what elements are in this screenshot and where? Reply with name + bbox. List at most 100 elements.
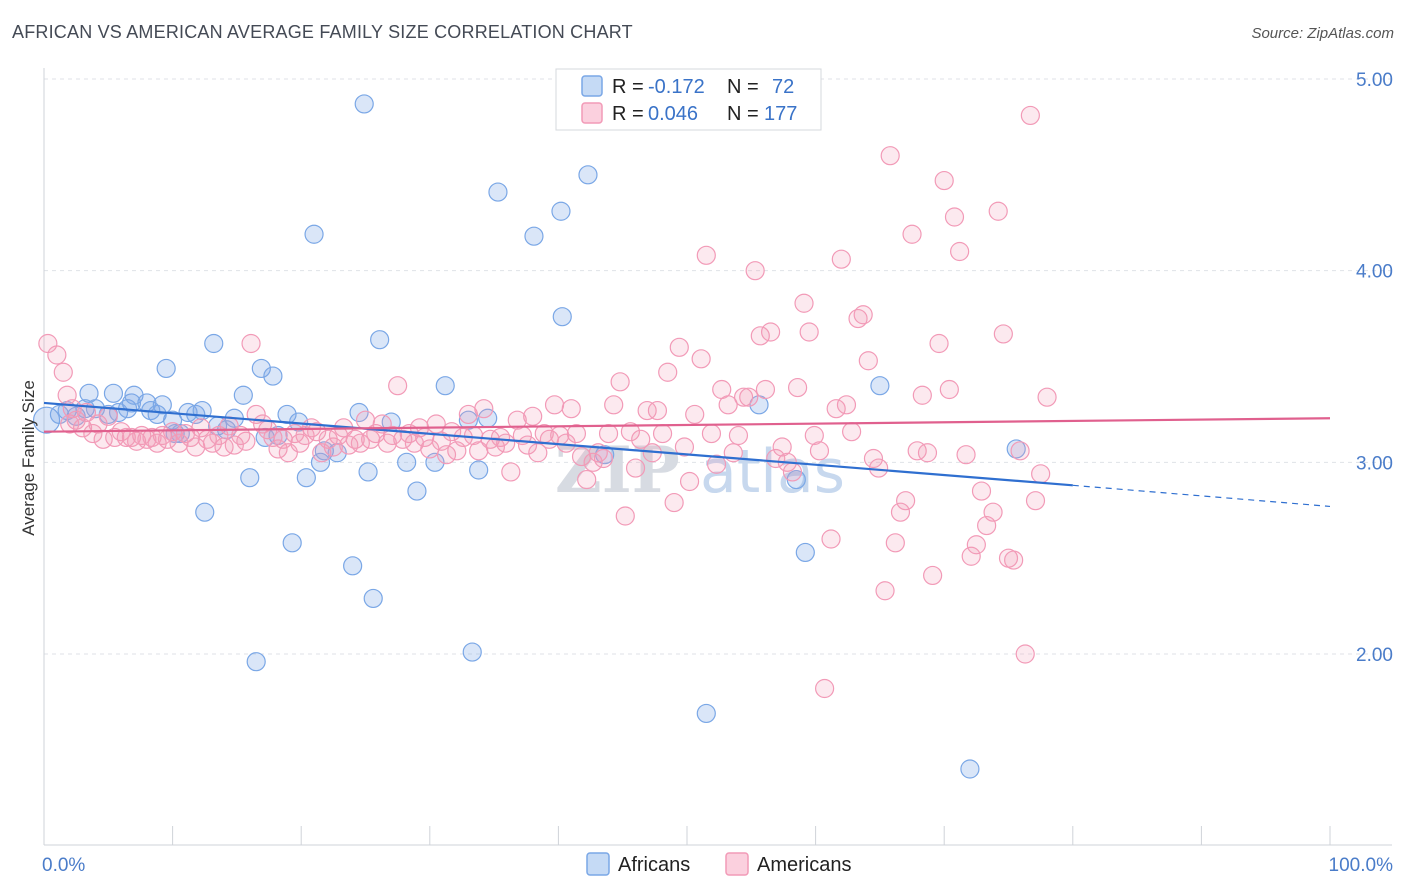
y-tick-label: 5.00	[1356, 70, 1393, 91]
y-tick-label: 2.00	[1356, 645, 1393, 666]
africans-point	[795, 542, 815, 563]
top-legend: R = -0.172 N = 72 R = 0.046 N = 177	[555, 68, 822, 131]
americans-point	[902, 224, 922, 244]
americans-point	[809, 441, 830, 461]
africans-point	[310, 452, 331, 472]
africans-trend-line	[43, 401, 1073, 487]
bottom-legend-swatch-americans	[725, 852, 749, 876]
americans-point	[528, 443, 548, 463]
y-tick-label: 3.00	[1356, 453, 1393, 474]
americans-point	[566, 423, 587, 444]
africans-point	[397, 452, 417, 472]
bottom-legend: Africans Americans	[586, 852, 851, 876]
americans-point	[799, 322, 819, 342]
africans-point	[240, 468, 260, 488]
americans-point	[116, 427, 136, 448]
americans-point	[929, 333, 949, 354]
americans-point	[268, 439, 288, 459]
americans-point	[794, 293, 814, 313]
americans-point	[853, 305, 873, 325]
americans-point	[523, 406, 543, 426]
americans-point	[896, 491, 916, 511]
y-tick-label: 4.00	[1356, 262, 1393, 283]
africans-point	[435, 376, 455, 396]
americans-point	[236, 431, 256, 451]
americans-point	[739, 387, 759, 407]
americans-point	[934, 170, 954, 191]
africans-point	[358, 462, 378, 482]
americans-point	[202, 433, 223, 453]
africans-point	[552, 307, 572, 327]
americans-point	[848, 308, 868, 329]
americans-point	[507, 410, 527, 430]
americans-point	[323, 437, 343, 457]
africans-point	[524, 226, 544, 246]
americans-point	[1037, 387, 1057, 407]
americans-point	[733, 387, 754, 407]
y-tick-labels: 2.00 3.00 4.00 5.00	[1356, 70, 1393, 666]
americans-point	[826, 399, 846, 419]
americans-point	[885, 533, 905, 553]
africans-point	[370, 330, 390, 350]
africans-point	[488, 182, 508, 202]
americans-point	[490, 427, 511, 448]
americans-point	[231, 425, 251, 446]
americans-point	[880, 146, 900, 166]
americans-point	[772, 437, 792, 457]
americans-point	[295, 425, 315, 446]
americans-point	[83, 423, 103, 444]
chart-title: AFRICAN VS AMERICAN AVERAGE FAMILY SIZE …	[12, 22, 633, 42]
africans-point	[458, 410, 478, 430]
americans-point	[1004, 550, 1024, 570]
trend-lines	[43, 401, 1331, 508]
legend-swatch-americans	[581, 102, 603, 124]
americans-point	[988, 201, 1008, 221]
americans-point	[658, 362, 678, 382]
africans-point	[349, 402, 369, 423]
americans-point	[47, 345, 67, 365]
africans-point	[469, 460, 489, 480]
americans-point	[836, 395, 857, 415]
americans-point	[598, 423, 619, 444]
grid-lines	[44, 78, 1392, 655]
americans-point	[939, 379, 959, 400]
americans-point	[875, 581, 895, 601]
legend-r-label: R =	[612, 103, 644, 125]
americans-point	[685, 404, 705, 425]
americans-point	[98, 406, 118, 426]
americans-point	[983, 502, 1003, 522]
africans-point	[960, 759, 980, 779]
y-axis-label: Average Family Size	[19, 380, 38, 536]
africans-point	[578, 165, 598, 185]
africans-point	[121, 393, 142, 413]
x-tick-labels: 0.0% 100.0%	[42, 855, 1393, 876]
americans-point	[944, 207, 965, 227]
americans-point	[474, 399, 494, 419]
americans-point	[782, 462, 803, 482]
americans-point	[241, 333, 261, 354]
legend-r-value: -0.172	[648, 76, 705, 98]
americans-point	[831, 249, 851, 269]
africans-point	[363, 588, 383, 609]
americans-point	[858, 351, 878, 371]
africans-point	[103, 383, 124, 403]
americans-trend-line	[43, 417, 1331, 433]
americans-point	[696, 245, 716, 265]
americans-point	[496, 433, 516, 453]
americans-point	[1031, 464, 1051, 484]
legend-n-value: 177	[764, 103, 797, 125]
americans-point	[664, 492, 684, 513]
africans-point	[354, 94, 374, 114]
americans-point	[679, 471, 700, 492]
americans-point	[181, 427, 201, 448]
africans-point	[251, 358, 271, 379]
chart-source: Source: ZipAtlas.com	[1251, 25, 1394, 42]
legend-n-label: N =	[727, 76, 759, 98]
americans-point	[1015, 644, 1035, 664]
americans-point	[815, 678, 835, 699]
data-points	[32, 94, 1057, 779]
americans-point	[755, 379, 776, 400]
americans-point	[350, 433, 370, 453]
africans-point	[32, 406, 61, 434]
americans-point	[966, 535, 986, 555]
